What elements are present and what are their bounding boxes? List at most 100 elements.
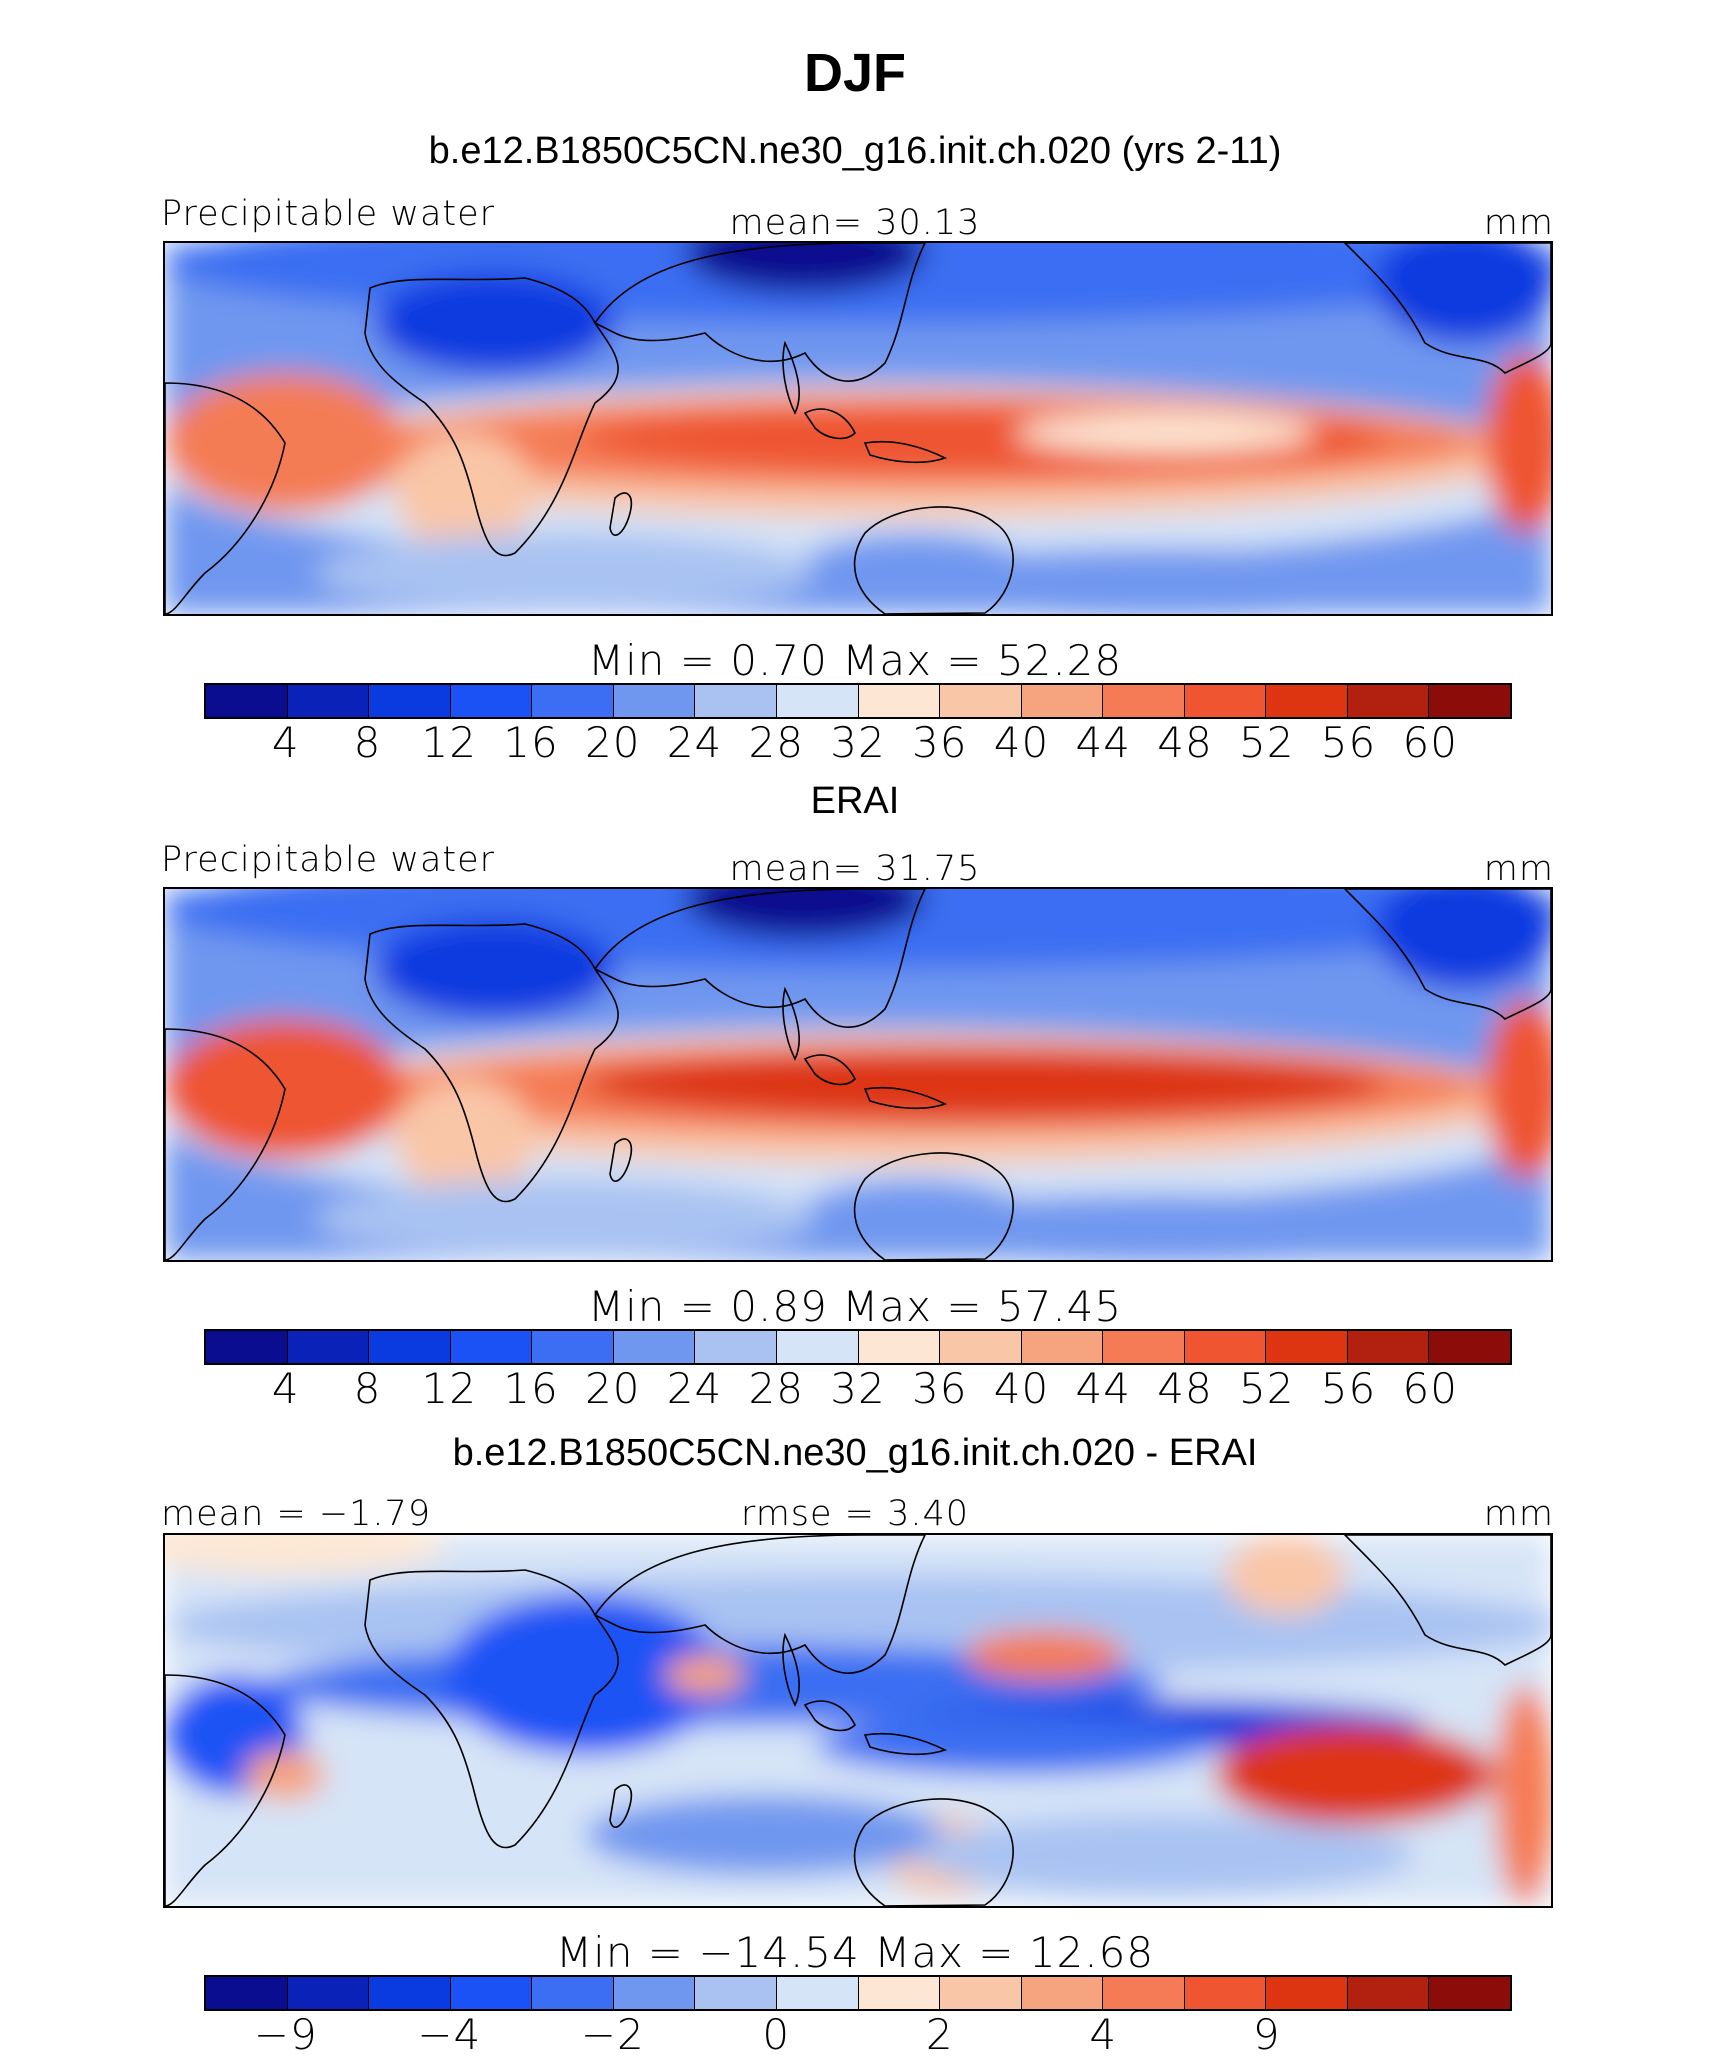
field-region xyxy=(315,533,815,613)
panel-3-rmse-label: rmse = 3.40 xyxy=(740,1494,970,1534)
field-region xyxy=(965,1630,1125,1680)
colorbar-tick-label: 8 xyxy=(353,718,382,767)
coastline xyxy=(853,1798,1014,1906)
coastline xyxy=(593,243,926,382)
colorbar-tick-label: 2 xyxy=(925,2010,954,2059)
colorbar-swatch xyxy=(858,1331,941,1363)
coastline xyxy=(1343,243,1551,374)
coastline xyxy=(863,1086,948,1110)
field-region xyxy=(865,548,1465,614)
field-region xyxy=(375,273,615,373)
field-region xyxy=(395,433,535,553)
colorbar-swatch xyxy=(369,1977,451,2009)
field-region xyxy=(315,1179,815,1259)
colorbar-tick-label: 20 xyxy=(585,1364,641,1413)
coastlines xyxy=(165,1535,1551,1906)
coastline xyxy=(853,1152,1014,1260)
panel-3-map xyxy=(163,1533,1553,1908)
colorbar-swatch xyxy=(1021,1977,1104,2009)
panel-3-subtitle: b.e12.B1850C5CN.ne30_g16.init.ch.020 - E… xyxy=(452,1432,1258,1474)
colorbar-swatch xyxy=(1021,685,1104,717)
field-region xyxy=(395,1079,535,1199)
colorbar-tick-label: 44 xyxy=(1075,1364,1131,1413)
colorbar-tick-label: 24 xyxy=(666,718,723,767)
colorbar-swatch xyxy=(1184,1977,1267,2009)
colorbar-swatch xyxy=(613,1977,696,2009)
colorbar-swatch xyxy=(1103,1977,1185,2009)
colorbar-swatch xyxy=(206,685,288,717)
colorbar-tick-label: 20 xyxy=(585,718,641,767)
coastline xyxy=(1343,889,1551,1020)
colorbar-swatch xyxy=(1429,685,1510,717)
colorbar-tick-label: 0 xyxy=(762,2010,791,2059)
field-region xyxy=(585,1795,945,1875)
colorbar-tick-label: 4 xyxy=(271,1364,300,1413)
colorbar-tick-label: 4 xyxy=(1089,2010,1118,2059)
colorbar-tick-label: 60 xyxy=(1402,718,1458,767)
field-region xyxy=(1495,1685,1551,1905)
colorbar-tick-label: 48 xyxy=(1157,718,1213,767)
coastline xyxy=(782,986,800,1061)
colorbar-tick-label: 9 xyxy=(1252,2010,1281,2059)
coastlines xyxy=(165,889,1551,1260)
colorbar-swatch xyxy=(450,1331,533,1363)
panel-2-map xyxy=(163,887,1553,1262)
colorbar-tick-label: 28 xyxy=(748,1364,804,1413)
colorbar-swatch xyxy=(1347,685,1430,717)
field-region xyxy=(685,889,925,939)
colorbar-swatch xyxy=(613,685,696,717)
colorbar-swatch xyxy=(1184,1331,1267,1363)
panel-1-left-label: Precipitable water xyxy=(161,194,496,234)
coastline xyxy=(803,408,856,440)
colorbar-swatch xyxy=(206,1331,288,1363)
colorbar-tick-label: 8 xyxy=(353,1364,382,1413)
colorbar-swatch xyxy=(858,685,941,717)
colorbar-swatch xyxy=(1184,685,1267,717)
colorbar-tick-label: 36 xyxy=(912,718,968,767)
colorbar-swatch xyxy=(1021,1331,1104,1363)
colorbar-swatch xyxy=(532,685,614,717)
colorbar-swatch xyxy=(369,1331,451,1363)
colorbar-tick-label: 44 xyxy=(1075,718,1131,767)
colorbar-swatch xyxy=(450,685,533,717)
colorbar-swatch xyxy=(1429,1977,1510,2009)
field-region xyxy=(1265,1745,1445,1805)
colorbar-tick-label: 16 xyxy=(503,718,559,767)
colorbar-swatch xyxy=(287,1331,370,1363)
panel-1-mean-label: mean= 30.13 xyxy=(729,203,981,243)
coastline xyxy=(853,506,1014,614)
colorbar-swatch xyxy=(940,685,1022,717)
field-region xyxy=(585,1049,1385,1119)
colorbar-tick-label: 40 xyxy=(993,718,1050,767)
panel-3-minmax: Min = −14.54 Max = 12.68 xyxy=(555,1928,1155,1977)
panel-2-mean-label: mean= 31.75 xyxy=(729,849,981,889)
colorbar-swatch xyxy=(532,1977,614,2009)
panel-3-mean-label: mean = −1.79 xyxy=(161,1494,432,1534)
coastline xyxy=(364,1569,619,1849)
colorbar-swatch xyxy=(695,1977,777,2009)
colorbar-tick-label: −9 xyxy=(253,2010,318,2059)
colorbar-tick-label: 12 xyxy=(421,1364,477,1413)
panel-2-colorbar xyxy=(204,1329,1512,1365)
colorbar-swatch xyxy=(858,1977,941,2009)
colorbar-tick-label: 36 xyxy=(912,1364,968,1413)
panel-3-colorbar-ticks: −9 −4 −2 0 2 4 9 xyxy=(0,2010,1710,2060)
colorbar-swatch xyxy=(287,685,370,717)
coastline xyxy=(782,340,800,415)
colorbar-tick-label: 60 xyxy=(1402,1364,1458,1413)
colorbar-swatch xyxy=(695,1331,777,1363)
panel-2-colorbar-ticks: 4 8 12 16 20 24 28 32 36 40 44 48 52 56 60 xyxy=(0,1364,1710,1414)
field-region xyxy=(665,1655,745,1695)
field-region xyxy=(685,243,925,293)
panel-1-colorbar-ticks: 4 8 12 16 20 24 28 32 36 40 44 48 52 56 60 xyxy=(0,718,1710,768)
field-region xyxy=(375,919,615,1019)
panel-3-units: mm xyxy=(1483,1494,1554,1534)
colorbar-swatch xyxy=(940,1331,1022,1363)
colorbar-tick-label: 12 xyxy=(421,718,477,767)
colorbar-tick-label: 52 xyxy=(1239,1364,1295,1413)
colorbar-tick-label: 16 xyxy=(503,1364,559,1413)
colorbar-tick-label: 32 xyxy=(830,1364,886,1413)
colorbar-swatch xyxy=(287,1977,370,2009)
field-region xyxy=(1375,889,1551,989)
coastline xyxy=(593,889,926,1028)
